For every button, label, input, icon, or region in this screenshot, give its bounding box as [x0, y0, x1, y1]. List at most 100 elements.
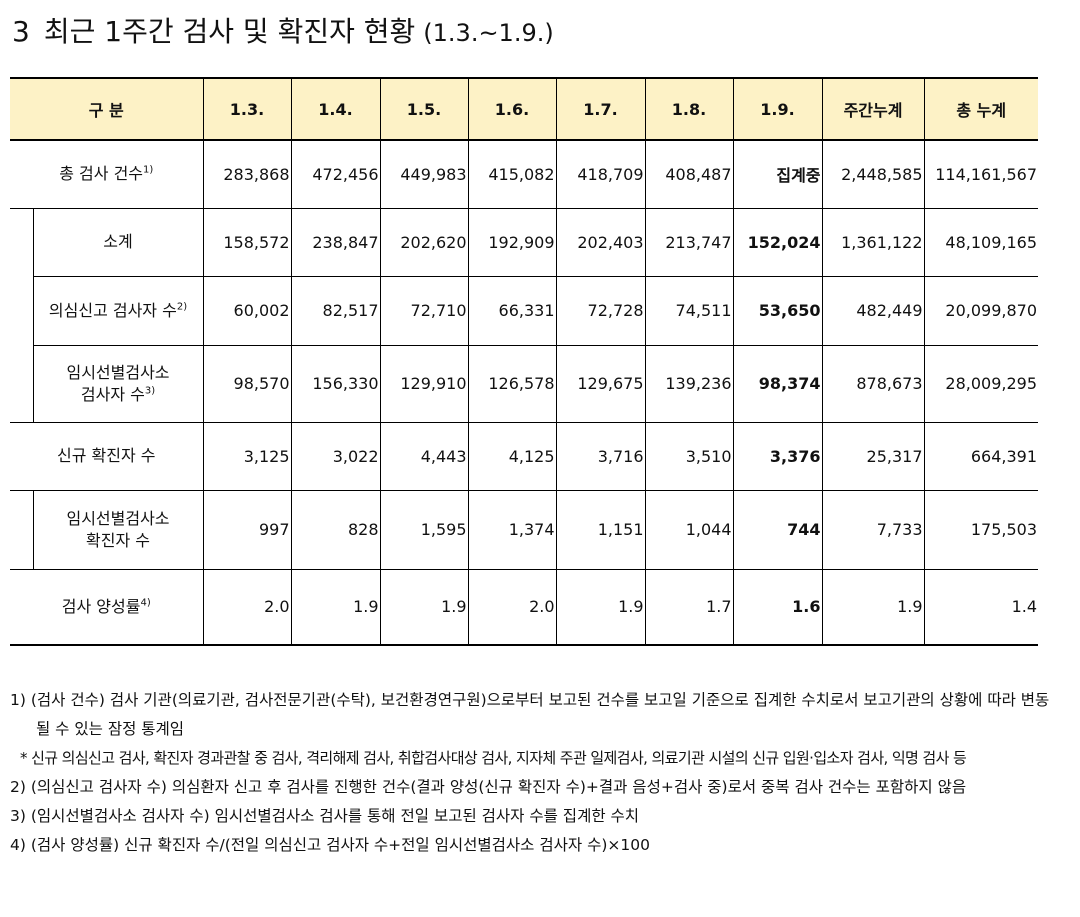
value-cell: 1,374: [467, 489, 557, 570]
value-cell: 28,009,295: [923, 344, 1039, 423]
footnote: 2) (의심신고 검사자 수) 의심환자 신고 후 검사를 진행한 건수(결과 …: [10, 773, 1060, 802]
table-row: 신규 확진자 수 3,125 3,022 4,443 4,125 3,716 3,510 3,…: [10, 421, 1039, 491]
title-number: 3: [12, 15, 30, 48]
row-label: 총 검사 건수1): [10, 139, 204, 209]
value-cell: 1,595: [379, 489, 469, 570]
value-cell: 283,868: [202, 139, 292, 209]
value-cell: 72,710: [379, 275, 469, 346]
footnote-text: (임시선별검사소 검사자 수) 임시선별검사소 검사를 통해 전일 보고된 검사…: [30, 807, 640, 825]
value-cell: 3,125: [202, 421, 292, 491]
footnote: 1) (검사 건수) 검사 기관(의료기관, 검사전문기관(수탁), 보건환경연…: [10, 686, 1060, 744]
value-cell: 664,391: [923, 421, 1039, 491]
table-row: 소계 158,572 238,847 202,620 192,909 202,403 213…: [10, 207, 1039, 423]
value-cell: 418,709: [555, 139, 646, 209]
indent-cell: [10, 207, 34, 423]
value-cell: 472,456: [290, 139, 381, 209]
value-cell: 1.9: [555, 568, 646, 646]
value-cell: 1.7: [644, 568, 734, 646]
value-cell: 98,374: [732, 344, 823, 423]
footnote: 4) (검사 양성률) 신규 확진자 수/(전일 의심신고 검사자 수+전일 임…: [10, 831, 1060, 860]
value-cell: 3,022: [290, 421, 381, 491]
row-label-text: 임시선별검사소 검사자 수: [66, 362, 170, 404]
row-label-text: 검사 양성률: [61, 596, 141, 616]
value-cell: 1.4: [923, 568, 1039, 646]
value-cell: 192,909: [467, 207, 557, 277]
table-body: 총 검사 건수1) 283,868 472,456 449,983 415,082 418…: [10, 139, 1039, 646]
value-cell: 1.6: [732, 568, 823, 646]
header-cell: 1.6.: [467, 77, 557, 141]
value-cell: 3,376: [732, 421, 823, 491]
value-cell: 114,161,567: [923, 139, 1039, 209]
row-label-text: 총 검사 건수: [59, 164, 144, 184]
footnote-marker: *: [20, 749, 27, 767]
footnote: * 신규 의심신고 검사, 확진자 경과관찰 중 검사, 격리해제 검사, 취합…: [10, 744, 1060, 773]
value-cell: 3,510: [644, 421, 734, 491]
value-cell: 74,511: [644, 275, 734, 346]
value-cell: 2.0: [467, 568, 557, 646]
value-cell: 98,570: [202, 344, 292, 423]
row-label-text: 임시선별검사소 확진자 수: [66, 508, 170, 550]
value-cell: 449,983: [379, 139, 469, 209]
value-cell: 1.9: [379, 568, 469, 646]
value-cell: 7,733: [821, 489, 925, 570]
value-cell: 1.9: [290, 568, 381, 646]
value-cell: 72,728: [555, 275, 646, 346]
value-cell: 152,024: [732, 207, 823, 277]
row-label: 검사 양성률4): [10, 568, 204, 646]
footnote-marker: 4): [10, 836, 26, 854]
value-cell: 66,331: [467, 275, 557, 346]
value-cell: 202,403: [555, 207, 646, 277]
footnote-marker: 1): [10, 691, 26, 709]
header-cell: 1.5.: [379, 77, 469, 141]
value-cell: 213,747: [644, 207, 734, 277]
value-cell: 129,910: [379, 344, 469, 423]
footnote-ref: 3): [144, 385, 156, 397]
value-cell: 997: [202, 489, 292, 570]
header-cell: 1.3.: [202, 77, 292, 141]
row-label: 의심신고 검사자 수2): [33, 275, 204, 346]
footnotes: 1) (검사 건수) 검사 기관(의료기관, 검사전문기관(수탁), 보건환경연…: [10, 686, 1060, 860]
value-cell: 139,236: [644, 344, 734, 423]
header-cell: 구 분: [10, 77, 204, 141]
value-cell: 2,448,585: [821, 139, 925, 209]
value-cell: 48,109,165: [923, 207, 1039, 277]
value-cell: 129,675: [555, 344, 646, 423]
value-cell: 20,099,870: [923, 275, 1039, 346]
status-table: 구 분 1.3. 1.4. 1.5. 1.6. 1.7. 1.8. 1.9. 주간누계 총 누계 …: [10, 77, 1039, 646]
footnote-marker: 3): [10, 807, 26, 825]
header-row: 구 분 1.3. 1.4. 1.5. 1.6. 1.7. 1.8. 1.9. 주간누계 총 누계: [10, 77, 1039, 141]
value-cell: 482,449: [821, 275, 925, 346]
footnote-ref: 1): [143, 165, 154, 177]
value-cell: 415,082: [467, 139, 557, 209]
value-cell: 53,650: [732, 275, 823, 346]
value-cell: 1,361,122: [821, 207, 925, 277]
title: 3 최근 1주간 검사 및 확진자 현황 (1.3.~1.9.): [12, 10, 554, 50]
value-cell: 156,330: [290, 344, 381, 423]
row-label: 임시선별검사소 확진자 수: [32, 489, 204, 570]
table-row: 임시선별검사소 확진자 수 997 828 1,595 1,374 1,151 1,044 7…: [10, 489, 1039, 570]
footnote-ref: 2): [176, 301, 188, 313]
footnote-text: 신규 의심신고 검사, 확진자 경과관찰 중 검사, 격리해제 검사, 취합검사…: [31, 749, 967, 767]
table-row: 검사 양성률4) 2.0 1.9 1.9 2.0 1.9 1.7 1.6 1.9 1.4: [10, 568, 1039, 646]
title-period: (1.3.~1.9.): [423, 19, 554, 47]
footnote-text: (검사 양성률) 신규 확진자 수/(전일 의심신고 검사자 수+전일 임시선별…: [30, 836, 650, 854]
footnote-marker: 2): [10, 778, 26, 796]
value-cell: 60,002: [202, 275, 292, 346]
value-cell: 1,044: [644, 489, 734, 570]
row-label-text: 소계: [103, 232, 133, 252]
value-cell: 238,847: [290, 207, 381, 277]
value-cell: 2.0: [202, 568, 292, 646]
table-row: 임시선별검사소 검사자 수3) 98,570 156,330 129,910 126,5…: [10, 344, 1039, 423]
row-label-text: 신규 확진자 수: [57, 446, 156, 466]
row-label: 임시선별검사소 검사자 수3): [33, 344, 204, 423]
value-cell: 202,620: [379, 207, 469, 277]
value-cell: 175,503: [923, 489, 1039, 570]
value-cell: 4,125: [467, 421, 557, 491]
table-row: 의심신고 검사자 수2) 60,002 82,517 72,710 66,331 72,7…: [10, 275, 1039, 346]
header-cell: 주간누계: [821, 77, 925, 141]
value-cell: 878,673: [821, 344, 925, 423]
row-label-text: 의심신고 검사자 수: [48, 300, 177, 320]
footnote-ref: 4): [140, 597, 151, 609]
